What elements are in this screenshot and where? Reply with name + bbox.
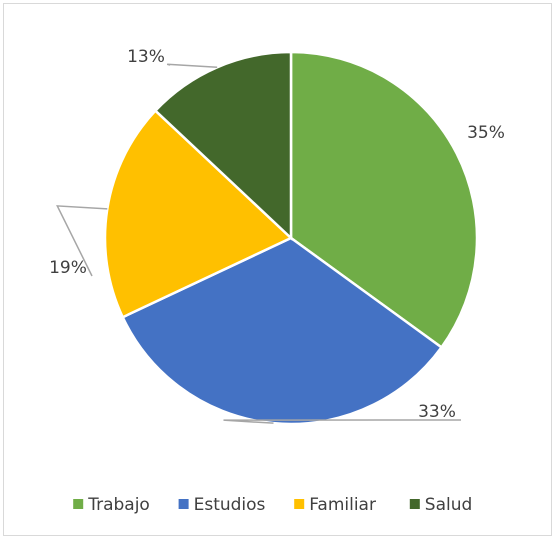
data-label: 35% xyxy=(467,123,505,143)
data-label: 13% xyxy=(127,47,165,67)
legend-swatch xyxy=(73,499,84,509)
legend-label: Estudios xyxy=(194,495,266,515)
leader-line xyxy=(223,419,462,424)
legend-label: Trabajo xyxy=(87,495,150,515)
pie-slice xyxy=(289,50,479,350)
data-label: 33% xyxy=(418,402,456,422)
leader-line xyxy=(166,63,218,69)
data-label: 19% xyxy=(49,258,87,278)
legend-swatch xyxy=(409,499,420,509)
legend-swatch xyxy=(178,499,189,509)
pie-slice xyxy=(153,50,293,241)
leader-line xyxy=(56,205,108,277)
legend-label: Familiar xyxy=(309,495,376,515)
legend-swatch xyxy=(294,499,305,509)
legend-label: Salud xyxy=(425,495,473,515)
